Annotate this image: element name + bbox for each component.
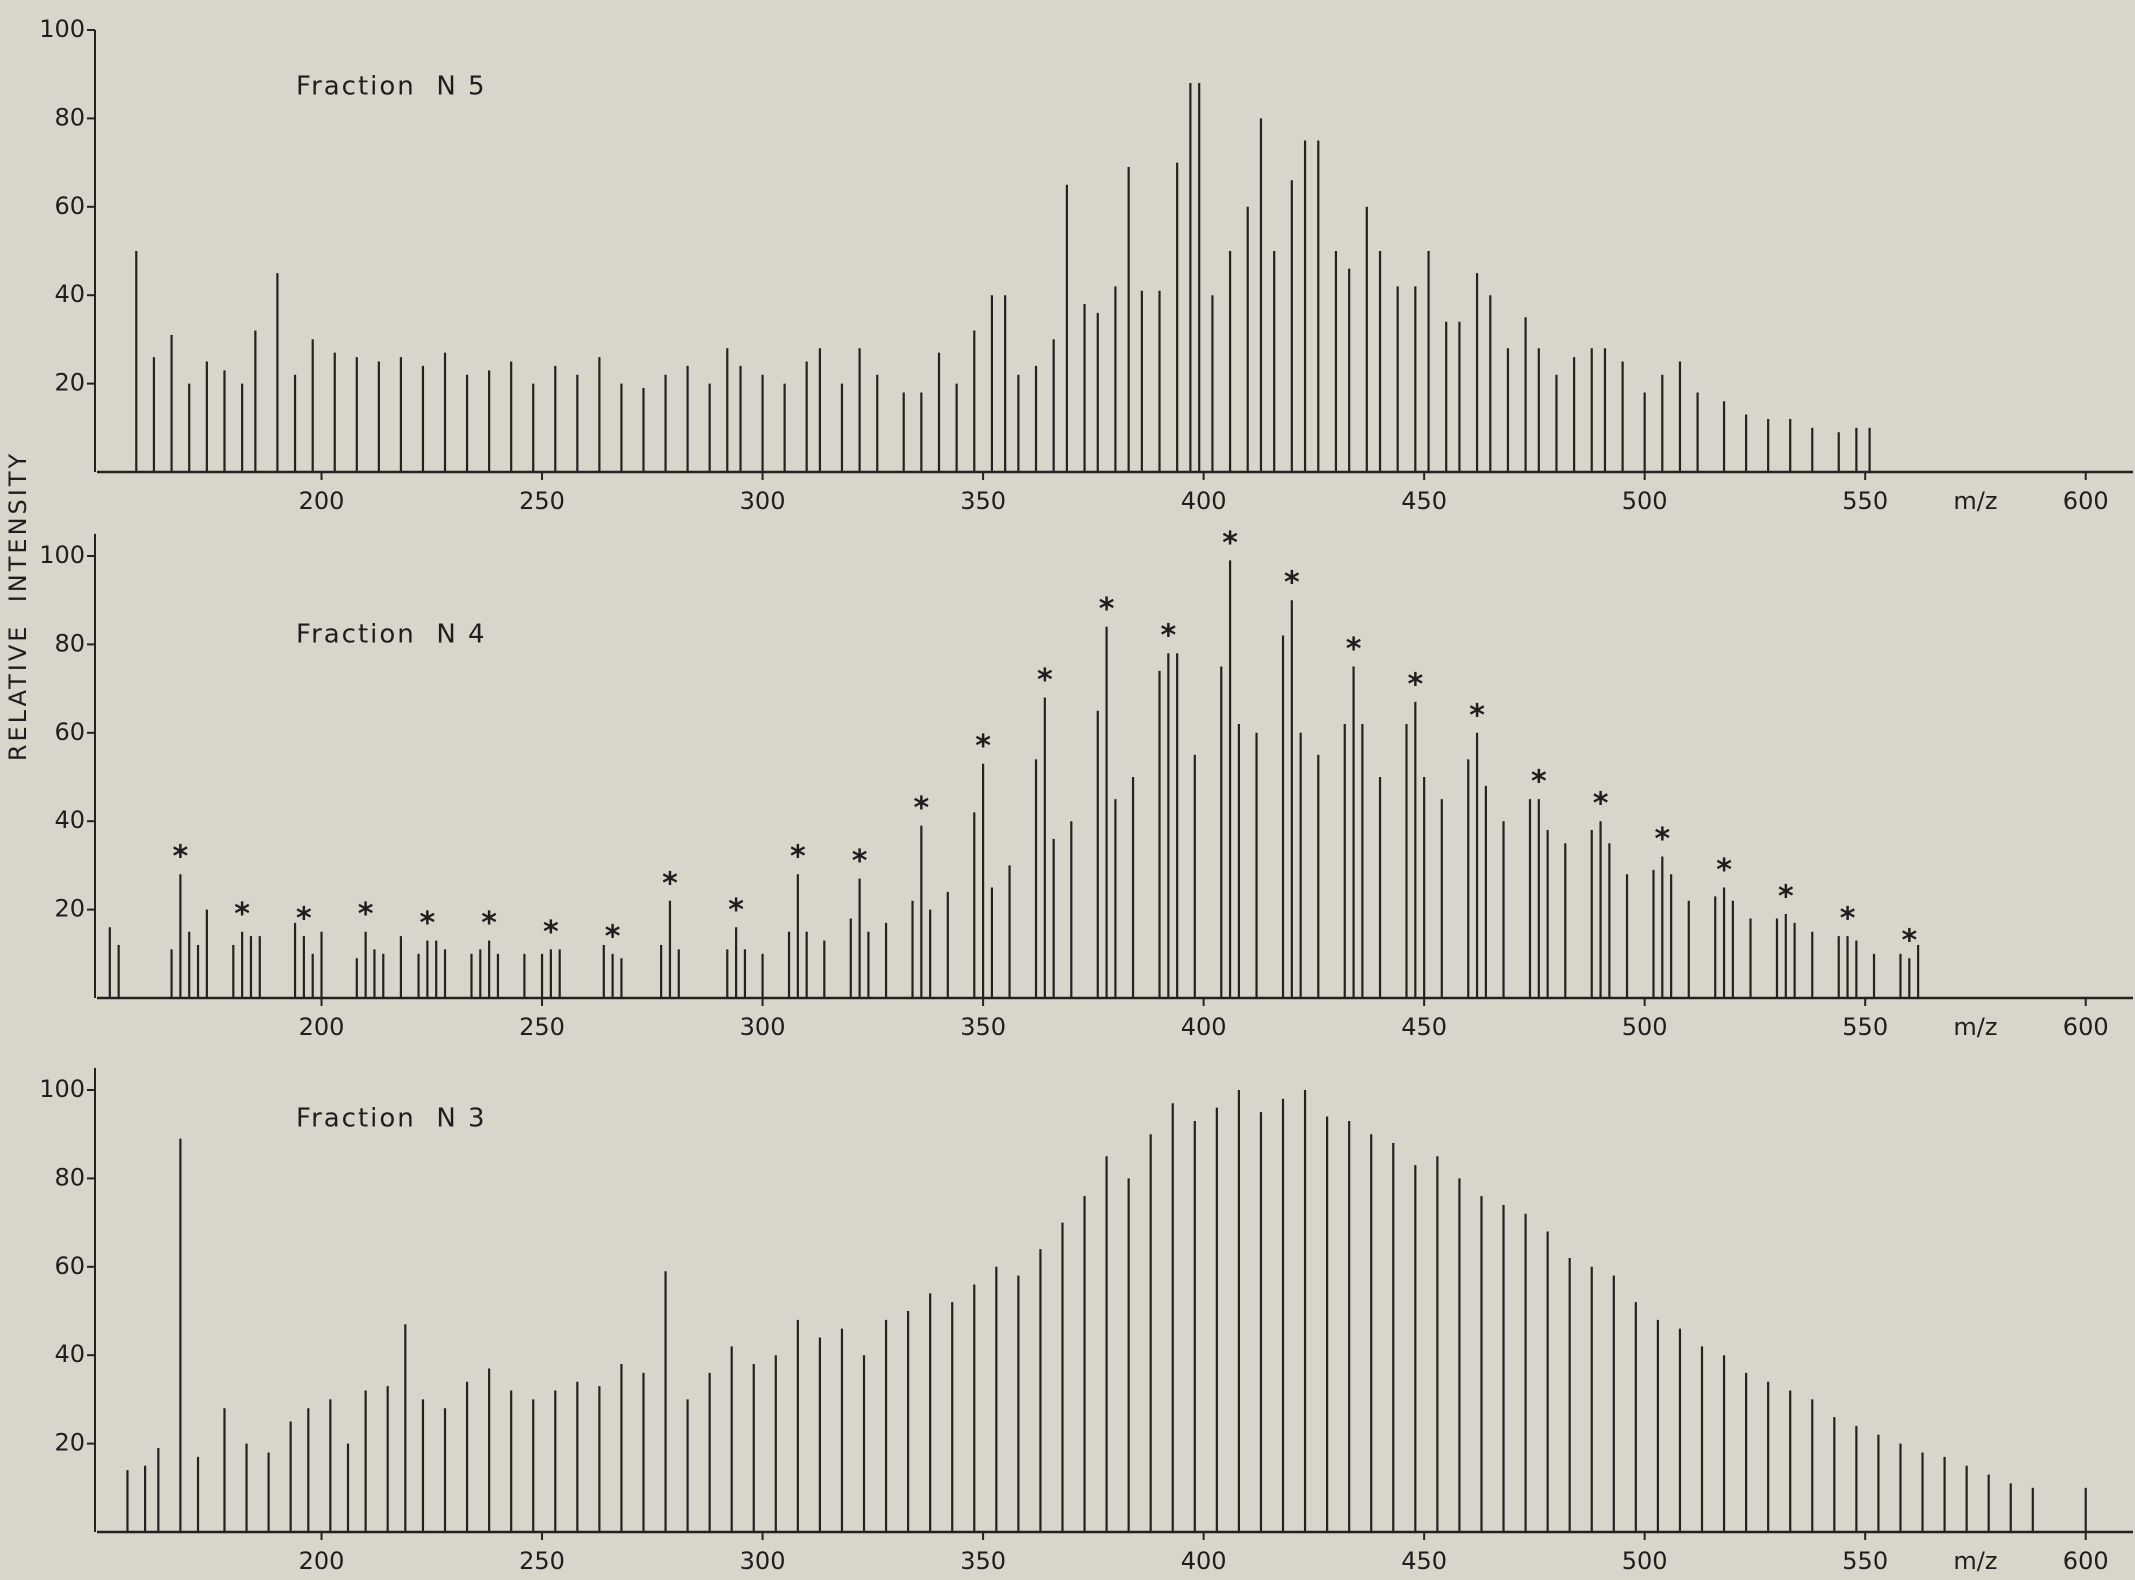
y-tick-label: 100 — [39, 1075, 85, 1103]
x-axis-label: m/z — [1953, 1547, 1997, 1575]
peak-marker: * — [296, 902, 312, 937]
y-tick-label: 80 — [54, 1163, 85, 1191]
x-tick-label: 350 — [960, 487, 1006, 515]
x-tick-label: 400 — [1181, 1547, 1227, 1575]
y-tick-label: 40 — [54, 280, 85, 308]
x-tick-label: 550 — [1842, 1013, 1888, 1041]
x-tick-label: 600 — [2063, 1013, 2109, 1041]
x-tick-label: 450 — [1401, 487, 1447, 515]
y-tick-label: 100 — [39, 541, 85, 569]
peak-marker: * — [420, 906, 436, 941]
peak-marker: * — [728, 893, 744, 928]
x-axis-label: m/z — [1953, 1013, 1997, 1041]
panel-title: Fraction N 5 — [296, 72, 487, 102]
x-tick-label: 300 — [740, 487, 786, 515]
peak-marker: * — [1840, 902, 1856, 937]
peak-marker: * — [1901, 924, 1917, 959]
peak-marker: * — [1222, 526, 1238, 561]
peak-marker: * — [1469, 698, 1485, 733]
x-tick-label: 450 — [1401, 1013, 1447, 1041]
peak-marker: * — [1716, 853, 1732, 888]
y-axis-label: RELATIVE INTENSITY — [4, 451, 32, 761]
y-tick-label: 20 — [54, 895, 85, 923]
y-tick-label: 40 — [54, 1340, 85, 1368]
y-tick-label: 60 — [54, 192, 85, 220]
x-tick-label: 600 — [2063, 1547, 2109, 1575]
x-tick-label: 300 — [740, 1013, 786, 1041]
y-tick-label: 80 — [54, 103, 85, 131]
x-tick-label: 250 — [519, 487, 565, 515]
x-tick-label: 400 — [1181, 1013, 1227, 1041]
y-tick-label: 60 — [54, 718, 85, 746]
peak-marker: * — [234, 897, 250, 932]
x-tick-label: 500 — [1622, 487, 1668, 515]
peak-marker: * — [173, 840, 189, 875]
peak-marker: * — [1531, 765, 1547, 800]
peak-marker: * — [605, 919, 621, 954]
x-tick-label: 400 — [1181, 487, 1227, 515]
x-tick-label: 450 — [1401, 1547, 1447, 1575]
x-tick-label: 350 — [960, 1013, 1006, 1041]
panel-title: Fraction N 4 — [296, 619, 487, 649]
peak-marker: * — [1654, 822, 1670, 857]
y-tick-label: 40 — [54, 806, 85, 834]
y-tick-label: 100 — [39, 15, 85, 43]
peak-marker: * — [1037, 663, 1053, 698]
x-tick-label: 550 — [1842, 1547, 1888, 1575]
peak-marker: * — [1593, 787, 1609, 822]
x-tick-label: 200 — [299, 487, 345, 515]
peak-marker: * — [1346, 632, 1362, 667]
x-axis-label: m/z — [1953, 487, 1997, 515]
y-tick-label: 60 — [54, 1252, 85, 1280]
peak-marker: * — [1407, 667, 1423, 702]
x-tick-label: 500 — [1622, 1013, 1668, 1041]
y-tick-label: 80 — [54, 629, 85, 657]
peak-marker: * — [1160, 619, 1176, 654]
peak-marker: * — [662, 866, 678, 901]
peak-marker: * — [852, 844, 868, 879]
x-tick-label: 500 — [1622, 1547, 1668, 1575]
peak-marker: * — [1099, 592, 1115, 627]
peak-marker: * — [790, 840, 806, 875]
peak-marker: * — [481, 906, 497, 941]
panel-title: Fraction N 3 — [296, 1103, 487, 1133]
peak-marker: * — [543, 915, 559, 950]
y-tick-label: 20 — [54, 369, 85, 397]
x-tick-label: 350 — [960, 1547, 1006, 1575]
x-tick-label: 200 — [299, 1013, 345, 1041]
y-tick-label: 20 — [54, 1429, 85, 1457]
peak-marker: * — [1778, 880, 1794, 915]
peak-marker: * — [358, 897, 374, 932]
peak-marker: * — [1284, 566, 1300, 601]
x-tick-label: 200 — [299, 1547, 345, 1575]
peak-marker: * — [975, 729, 991, 764]
x-tick-label: 250 — [519, 1013, 565, 1041]
x-tick-label: 300 — [740, 1547, 786, 1575]
x-tick-label: 600 — [2063, 487, 2109, 515]
x-tick-label: 250 — [519, 1547, 565, 1575]
x-tick-label: 550 — [1842, 487, 1888, 515]
peak-marker: * — [913, 791, 929, 826]
